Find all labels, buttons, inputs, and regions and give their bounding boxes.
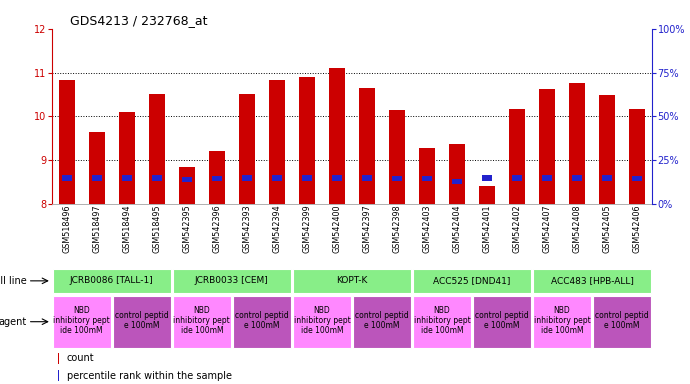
Bar [59,80,75,204]
Text: GSM542397: GSM542397 [362,204,371,253]
Bar [233,296,291,348]
Text: GSM542399: GSM542399 [302,204,311,253]
Bar [52,269,171,293]
Bar [353,296,411,348]
Text: GSM542404: GSM542404 [453,204,462,253]
Text: control peptid
e 100mM: control peptid e 100mM [235,311,288,330]
Text: GSM542393: GSM542393 [242,204,251,253]
Text: GSM542398: GSM542398 [393,204,402,253]
Bar [58,370,59,381]
Bar [272,175,282,180]
Text: control peptid
e 100mM: control peptid e 100mM [355,311,408,330]
Text: GSM542394: GSM542394 [273,204,282,253]
Bar [328,68,345,204]
Text: ACC483 [HPB-ALL]: ACC483 [HPB-ALL] [551,276,633,285]
Bar [452,179,462,184]
Bar [569,83,585,204]
Bar [299,77,315,204]
Text: control peptid
e 100mM: control peptid e 100mM [475,311,529,330]
Bar [52,296,111,348]
Text: control peptid
e 100mM: control peptid e 100mM [595,311,649,330]
Bar [172,296,231,348]
Bar [88,132,105,204]
Text: GSM542401: GSM542401 [482,204,491,253]
Text: GSM518496: GSM518496 [62,204,71,253]
Text: JCRB0033 [CEM]: JCRB0033 [CEM] [195,276,268,285]
Text: control peptid
e 100mM: control peptid e 100mM [115,311,168,330]
Bar [362,175,372,180]
Bar [632,176,642,181]
Bar [302,175,312,180]
Bar [512,175,522,180]
Bar [392,176,402,181]
Bar [92,175,102,180]
Bar [448,144,465,204]
Text: ACC525 [DND41]: ACC525 [DND41] [433,276,511,285]
Bar [208,151,225,204]
Bar [332,175,342,180]
Bar [112,296,171,348]
Bar [293,296,351,348]
Text: GSM542408: GSM542408 [573,204,582,253]
Text: percentile rank within the sample: percentile rank within the sample [67,371,232,381]
Text: GSM542400: GSM542400 [333,204,342,253]
Bar [293,269,411,293]
Bar [413,269,531,293]
Bar [61,175,72,180]
Bar [473,296,531,348]
Bar [148,94,165,204]
Text: GSM518497: GSM518497 [92,204,101,253]
Text: cell line: cell line [0,276,27,286]
Bar [241,175,252,180]
Text: GSM542407: GSM542407 [542,204,551,253]
Bar [172,269,291,293]
Bar [542,175,552,180]
Text: GSM542396: GSM542396 [213,204,221,253]
Bar [539,89,555,204]
Text: GDS4213 / 232768_at: GDS4213 / 232768_at [70,15,207,27]
Bar [602,175,612,180]
Bar [533,269,651,293]
Bar [152,175,162,180]
Bar [212,176,222,181]
Bar [533,296,591,348]
Bar [509,109,525,204]
Bar [121,175,132,180]
Text: NBD
inhibitory pept
ide 100mM: NBD inhibitory pept ide 100mM [413,306,471,336]
Text: NBD
inhibitory pept
ide 100mM: NBD inhibitory pept ide 100mM [173,306,230,336]
Bar [629,109,645,204]
Text: GSM518494: GSM518494 [122,204,131,253]
Bar [593,296,651,348]
Text: GSM542405: GSM542405 [602,204,611,253]
Bar [479,186,495,204]
Text: NBD
inhibitory pept
ide 100mM: NBD inhibitory pept ide 100mM [533,306,591,336]
Bar [388,110,405,204]
Text: GSM542403: GSM542403 [422,204,431,253]
Bar [572,175,582,180]
Text: JCRB0086 [TALL-1]: JCRB0086 [TALL-1] [70,276,154,285]
Bar [58,353,59,364]
Text: GSM518495: GSM518495 [152,204,161,253]
Bar [268,80,285,204]
Text: agent: agent [0,317,27,327]
Bar [239,94,255,204]
Bar [119,112,135,204]
Text: NBD
inhibitory pept
ide 100mM: NBD inhibitory pept ide 100mM [293,306,351,336]
Text: GSM542402: GSM542402 [513,204,522,253]
Bar [413,296,471,348]
Text: count: count [67,353,95,363]
Bar [179,167,195,204]
Text: KOPT-K: KOPT-K [336,276,368,285]
Text: GSM542406: GSM542406 [633,204,642,253]
Bar [359,88,375,204]
Bar [419,148,435,204]
Bar [482,175,492,180]
Bar [599,95,615,204]
Text: NBD
inhibitory pept
ide 100mM: NBD inhibitory pept ide 100mM [53,306,110,336]
Text: GSM542395: GSM542395 [182,204,191,253]
Bar [181,177,192,182]
Bar [422,176,432,181]
